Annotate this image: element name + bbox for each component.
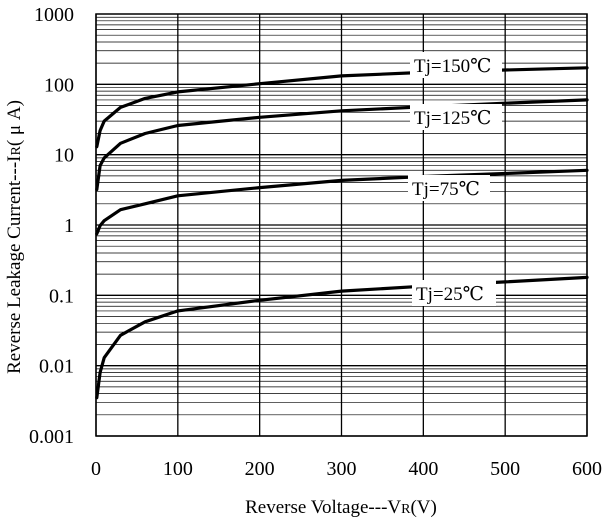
series-label: Tj=150℃ [414,56,491,77]
x-axis-label: Reverse Voltage---VR(V) [245,497,437,518]
series-label: Tj=75℃ [412,179,480,200]
y-tick-label: 0.001 [29,426,74,448]
x-tick-label: 0 [91,458,101,480]
series-label: Tj=125℃ [414,108,491,129]
y-tick-label: 1000 [34,4,74,26]
x-tick-label: 200 [245,458,275,480]
series-label-box [410,52,502,78]
y-axis-label: Reverse Leakage Current---IR( μ A) [4,100,25,374]
x-tick-label: 500 [490,458,520,480]
y-axis-label-unit: ( μ A) [4,100,25,146]
x-tick-label: 400 [408,458,438,480]
y-axis-label-main: Reverse Leakage Current---I [4,156,25,374]
series-label-box [410,104,502,130]
x-tick-label: 100 [163,458,193,480]
y-tick-labels: 0.001 0.01 0.1 1 10 100 1000 [29,4,74,448]
y-tick-label: 100 [44,74,74,96]
grid [95,14,588,437]
y-tick-label: 0.01 [39,356,74,378]
x-axis-label-sub: R [401,502,411,517]
x-tick-labels: 0 100 200 300 400 500 600 [91,458,602,480]
y-tick-label: 1 [64,215,74,237]
x-axis-label-unit: (V) [410,497,436,518]
series-label-box [412,280,496,306]
x-axis-label-main: Reverse Voltage---V [245,497,401,518]
y-tick-label: 0.1 [49,285,74,307]
x-tick-label: 300 [327,458,357,480]
x-tick-label: 600 [572,458,602,480]
series-label-box [408,175,490,201]
plot-frame [95,13,588,437]
y-tick-label: 10 [54,145,74,167]
series-labels: Tj=150℃ Tj=125℃ Tj=75℃ Tj=25℃ [408,52,502,306]
y-axis-label-sub: R [9,146,24,156]
series-label: Tj=25℃ [416,284,484,305]
